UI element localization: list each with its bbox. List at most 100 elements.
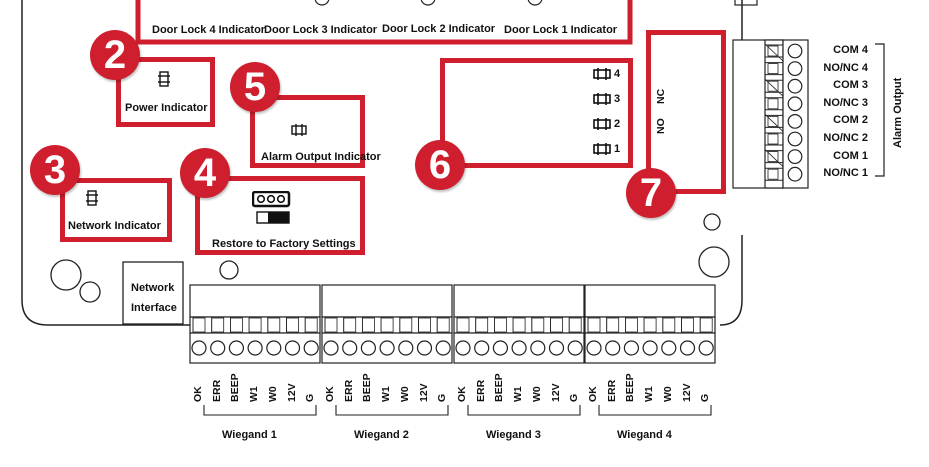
- wiegand-pin-label: 12V: [417, 383, 430, 402]
- wiegand-group-label: Wiegand 2: [354, 429, 409, 441]
- wiegand-terminal-screw: [284, 340, 301, 356]
- wiegand-terminal-screw: [191, 340, 207, 356]
- alarm-terminal-label: NO/NC 2: [823, 132, 868, 144]
- wiegand-terminal-screw: [303, 340, 319, 356]
- wiegand-pin-label: G: [699, 393, 712, 402]
- alarm-terminal-label: NO/NC 4: [823, 61, 868, 74]
- relay-jumper-box: [646, 30, 726, 194]
- restore-factory-label: Restore to Factory Settings: [212, 238, 356, 250]
- door-lock-4-label: Door Lock 4 Indicator: [152, 24, 266, 36]
- mounting-hole: [703, 213, 721, 231]
- wiegand-terminal-screw: [661, 340, 677, 356]
- wiegand-pin-label: ERR: [210, 379, 223, 402]
- wiegand-pin-label: BEEP: [493, 373, 506, 402]
- wiegand-terminal-screw: [474, 340, 490, 356]
- alarm-terminal-screw: [787, 61, 803, 76]
- door-lock-2-label: Door Lock 2 Indicator: [382, 23, 496, 35]
- wiegand-pin-label: W0: [661, 386, 674, 402]
- alarm-terminal-screw: [787, 131, 803, 147]
- wiegand-pin-label: W0: [266, 386, 279, 402]
- wiegand-terminal-screw: [492, 340, 508, 356]
- alarm-led-number: 1: [614, 143, 621, 155]
- wiegand-terminal-screw: [642, 340, 658, 356]
- wiegand-terminal-screw: [455, 340, 471, 356]
- wiegand-pin-label: BEEP: [229, 373, 242, 402]
- alarm-terminal-screw: [787, 43, 803, 59]
- mounting-hole: [50, 259, 82, 291]
- callout-badge-6: 6: [415, 140, 465, 190]
- alarm-terminal-screw: [787, 113, 803, 129]
- wiegand-terminal-screw: [323, 340, 339, 356]
- alarm-terminal-block: [732, 39, 809, 189]
- alarm-terminal-screw: [787, 78, 803, 94]
- alarm-terminal-screw: [787, 166, 803, 182]
- power-indicator-box: [116, 57, 215, 127]
- restore-jumper-icon: [252, 191, 291, 224]
- wiegand-pin-label: 12V: [549, 383, 562, 402]
- alarm-terminal-label: NO/NC 3: [823, 96, 868, 109]
- wiegand-pin-label: 12V: [285, 383, 298, 402]
- alarm-terminal-label: COM 1: [833, 149, 868, 162]
- wiegand-terminal-screw: [605, 340, 621, 356]
- working-indicator-label: Alarm Output Indicator: [261, 151, 381, 163]
- wiegand-terminal-screw: [623, 340, 640, 356]
- board-outline: [21, 0, 743, 326]
- wiegand-pin-label: W1: [512, 386, 525, 402]
- alarm-led-number: 3: [614, 93, 621, 105]
- wiegand-pin-label: OK: [587, 386, 599, 402]
- wiegand-terminal-screw: [266, 340, 282, 356]
- callout-badge-3: 3: [30, 145, 80, 195]
- network-led-icon: [86, 190, 98, 206]
- wiegand-pin-label: W0: [398, 386, 411, 402]
- network-indicator-box: [60, 178, 172, 242]
- wiegand-pin-label: W0: [530, 386, 543, 402]
- wiegand-terminal-screw: [511, 340, 527, 356]
- alarm-led-number: 2: [614, 118, 621, 130]
- wiegand-terminal-blocks: [189, 284, 716, 364]
- wiegand-terminal-screw: [247, 340, 263, 356]
- alarm-terminal-label: NO/NC 1: [823, 167, 868, 180]
- wiegand-pin-label: ERR: [342, 379, 355, 402]
- wiegand-terminal-screw: [548, 340, 565, 356]
- callout-badge-7: 7: [626, 168, 676, 218]
- alarm-led-number: 4: [614, 68, 621, 80]
- mounting-hole: [698, 246, 730, 278]
- alarm-led-icon: [593, 118, 611, 130]
- wiegand-terminal-screw: [360, 340, 376, 356]
- wiegand-terminal-screw: [228, 340, 244, 356]
- alarm-led-icon: [593, 143, 611, 155]
- wiegand-pin-label: OK: [456, 386, 468, 402]
- wiegand-brackets: [203, 405, 712, 416]
- wiegand-terminal-screw: [435, 340, 451, 356]
- callout-badge-4: 4: [180, 148, 230, 198]
- wiegand-terminal-screw: [530, 340, 546, 356]
- network-interface-line1: Network: [131, 282, 175, 294]
- wiegand-pin-label: BEEP: [624, 373, 637, 402]
- network-interface-box: [122, 261, 184, 325]
- callout-badge-2: 2: [90, 30, 140, 80]
- wiegand-terminal-screw: [586, 340, 602, 356]
- mounting-hole: [79, 281, 101, 303]
- wiegand-pin-label: ERR: [474, 379, 487, 402]
- power-led-icon: [158, 71, 170, 87]
- working-led-icon: [291, 124, 307, 136]
- wiegand-pin-label: G: [568, 393, 581, 402]
- wiegand-terminal-screw: [679, 340, 696, 356]
- door-lock-3-label: Door Lock 3 Indicator: [264, 24, 378, 36]
- mounting-hole: [219, 260, 239, 280]
- wiegand-pin-label: G: [436, 393, 449, 402]
- wiegand-pin-label: OK: [192, 386, 204, 402]
- wiegand-pin-label: OK: [324, 386, 336, 402]
- wiegand-group-label: Wiegand 4: [617, 429, 672, 441]
- callout-badge-5: 5: [230, 62, 280, 112]
- network-interface-line2: Interface: [131, 302, 177, 314]
- wiegand-pin-label: 12V: [680, 383, 693, 402]
- wiegand-group-label: Wiegand 3: [486, 429, 541, 441]
- wiegand-pin-label: G: [304, 393, 317, 402]
- alarm-terminal-label: COM 4: [833, 44, 868, 56]
- alarm-output-title: Alarm Output: [892, 77, 904, 148]
- wiegand-pin-label: ERR: [605, 379, 618, 402]
- alarm-output-indicator-box: [440, 58, 633, 168]
- wiegand-terminal-screw: [342, 340, 358, 356]
